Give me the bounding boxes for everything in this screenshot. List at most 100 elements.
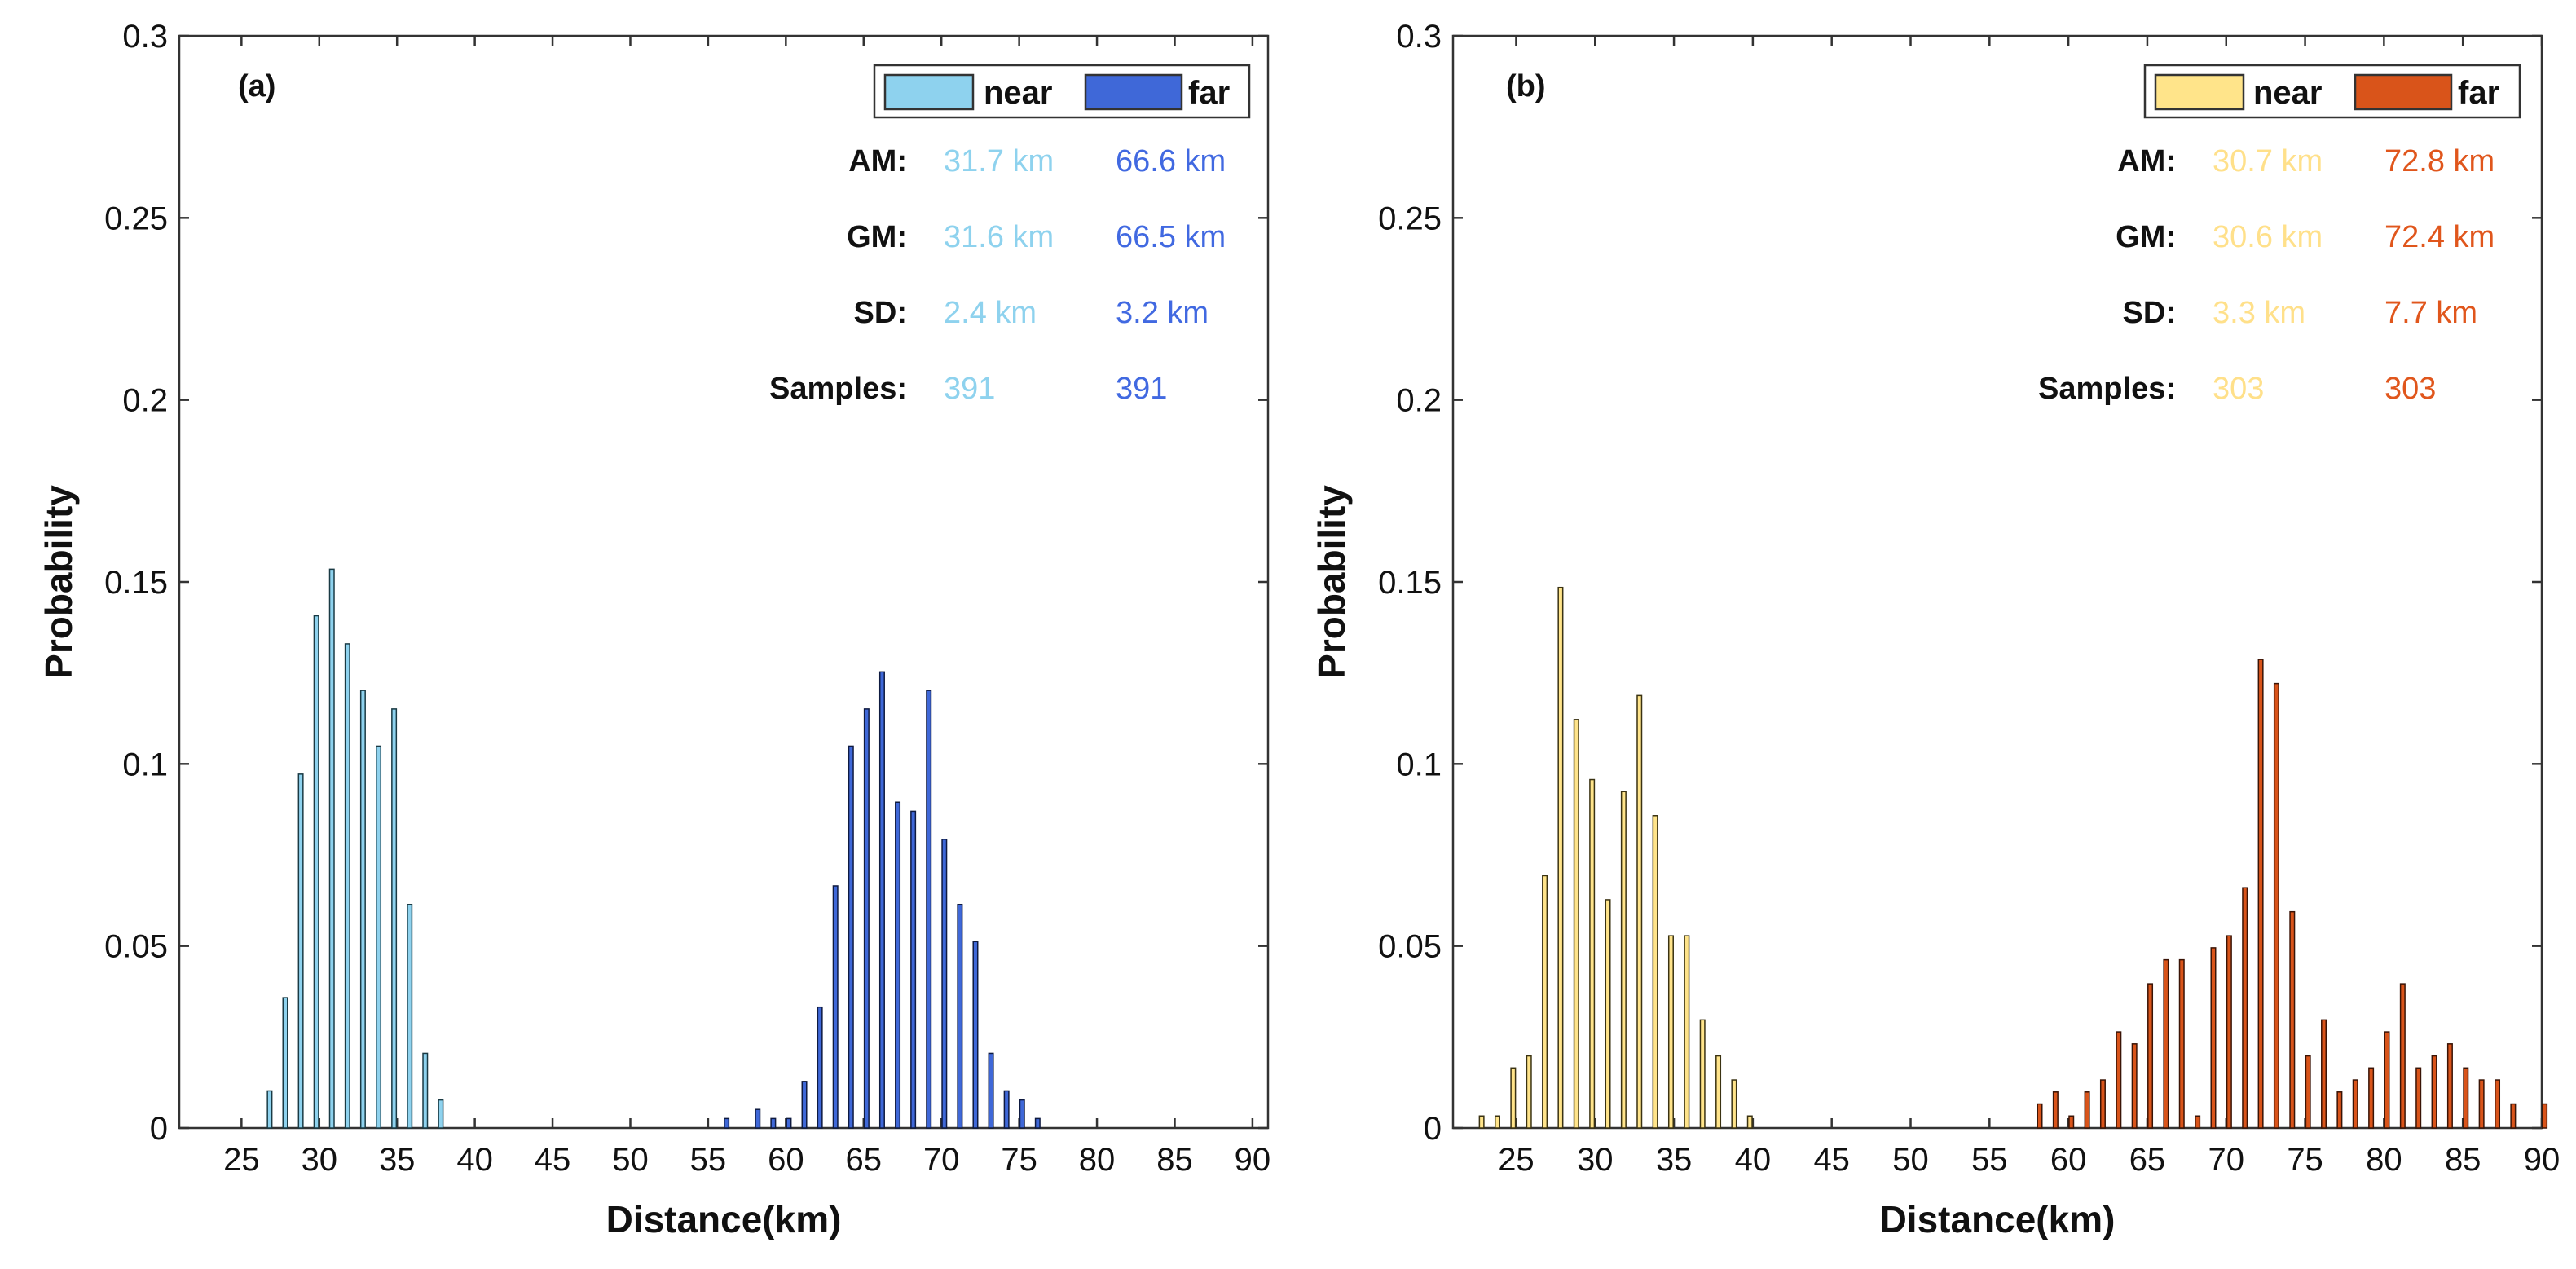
far-gm-value: 66.5 km [1116, 220, 1226, 254]
far-samples-value: 391 [1116, 372, 1167, 406]
stat-label-sd: SD: [2123, 296, 2176, 330]
far-bar [817, 1006, 823, 1129]
far-bar [2257, 659, 2264, 1129]
panel-b-label: (b) [1506, 69, 1546, 104]
near-bar [282, 997, 288, 1129]
y-tick-label: 0 [150, 1111, 168, 1147]
panel-b-y-axis-title: Probability [1310, 485, 1353, 679]
near-bar [376, 745, 382, 1129]
panel-a-near-bars [266, 568, 444, 1129]
x-tick-label: 90 [1235, 1142, 1271, 1178]
near-bar [1557, 586, 1564, 1129]
panel-a-far-bars [724, 671, 1041, 1129]
stat-label-gm: GM: [847, 220, 907, 254]
near-am-value: 30.7 km [2213, 144, 2323, 178]
x-tick-label: 55 [1971, 1142, 2008, 1178]
far-bar [2131, 1043, 2138, 1129]
x-tick-label: 80 [2366, 1142, 2402, 1178]
legend-near-swatch [2154, 73, 2245, 111]
far-bar [2147, 983, 2154, 1129]
far-bar [1003, 1090, 1010, 1129]
panel-b-stats: AM: GM: SD: Samples: 30.7 km 30.6 km 3.3… [2038, 144, 2495, 406]
near-bar [1605, 899, 1611, 1129]
x-tick-label: 50 [612, 1142, 649, 1178]
x-tick-label: 80 [1079, 1142, 1116, 1178]
near-bar [1731, 1079, 1737, 1129]
far-bar [2116, 1031, 2122, 1129]
y-tick-label: 0.2 [122, 383, 168, 419]
near-bar [359, 690, 366, 1129]
near-bar [1542, 875, 1548, 1129]
near-bar [344, 643, 350, 1129]
far-bar [863, 708, 870, 1129]
near-bar [1620, 791, 1627, 1129]
far-bar [2099, 1079, 2106, 1129]
near-sd-value: 2.4 km [944, 296, 1037, 330]
near-gm-value: 30.6 km [2213, 220, 2323, 254]
far-bar [2321, 1019, 2327, 1129]
far-bar [1019, 1099, 1025, 1129]
near-bar [1589, 778, 1596, 1129]
far-sd-value: 3.2 km [1116, 296, 1209, 330]
legend-near-label: near [984, 75, 1053, 111]
panel-b-x-axis-title: Distance(km) [1880, 1198, 2116, 1240]
y-tick-label: 0.25 [1378, 200, 1442, 236]
stat-label-am: AM: [848, 144, 907, 178]
near-bar [297, 773, 304, 1129]
near-gm-value: 31.6 km [944, 220, 1054, 254]
panel-a-x-axis: 25 30 35 40 45 50 55 60 65 70 75 80 85 90 [223, 36, 1270, 1178]
y-tick-label: 0.1 [122, 747, 168, 782]
far-am-value: 72.8 km [2384, 144, 2495, 178]
far-bar [941, 839, 948, 1129]
x-tick-label: 50 [1892, 1142, 1929, 1178]
near-bar [407, 903, 413, 1129]
far-bar [2226, 935, 2232, 1129]
near-bar [266, 1090, 273, 1129]
near-bar [1636, 694, 1643, 1129]
far-bar [2178, 958, 2185, 1129]
far-bar [2399, 983, 2406, 1129]
near-samples-value: 391 [944, 372, 995, 406]
far-bar [988, 1052, 994, 1129]
far-bar [2463, 1067, 2469, 1129]
near-bar [1667, 935, 1674, 1129]
x-tick-label: 85 [1156, 1142, 1193, 1178]
far-bar [801, 1081, 808, 1129]
near-bar [1715, 1055, 1722, 1129]
near-bar [1526, 1055, 1532, 1129]
y-tick-label: 0.05 [104, 929, 168, 965]
y-tick-label: 0.25 [104, 200, 168, 236]
x-tick-label: 35 [1656, 1142, 1693, 1178]
far-bar [972, 941, 979, 1129]
far-bar [2210, 947, 2217, 1129]
stat-label-samples: Samples: [2038, 372, 2176, 406]
y-tick-label: 0.3 [122, 19, 168, 55]
far-bar [848, 745, 854, 1129]
panel-b-legend: near far [2143, 64, 2521, 119]
near-bar [1699, 1019, 1706, 1129]
x-tick-label: 25 [223, 1142, 260, 1178]
far-bar [2478, 1079, 2485, 1129]
panel-b: 0 0.05 0.1 0.15 0.2 0.25 0.3 25 30 35 40 45 50 55 60 6… [1310, 19, 2560, 1240]
stat-label-am: AM: [2117, 144, 2176, 178]
panel-a-legend: near far [873, 64, 1251, 119]
near-bar [422, 1052, 429, 1129]
panel-b-near-bars [1478, 586, 1753, 1129]
panel-b-plot-area [1451, 34, 2543, 1130]
x-tick-label: 40 [1735, 1142, 1772, 1178]
near-bar [1573, 719, 1579, 1129]
far-bar [2352, 1079, 2358, 1129]
far-bar [2037, 1103, 2043, 1129]
panel-a-x-axis-title: Distance(km) [606, 1198, 842, 1240]
near-samples-value: 303 [2213, 372, 2264, 406]
y-tick-label: 0 [1424, 1111, 1442, 1147]
panel-b-x-axis: 25 30 35 40 45 50 55 60 65 70 75 80 85 90 [1498, 36, 2560, 1178]
legend-far-label: far [1188, 75, 1230, 111]
near-bar [438, 1099, 444, 1129]
x-tick-label: 25 [1498, 1142, 1535, 1178]
far-bar [2510, 1103, 2517, 1129]
near-bar [1478, 1115, 1485, 1129]
near-bar [391, 708, 398, 1129]
near-bar [1652, 815, 1658, 1129]
